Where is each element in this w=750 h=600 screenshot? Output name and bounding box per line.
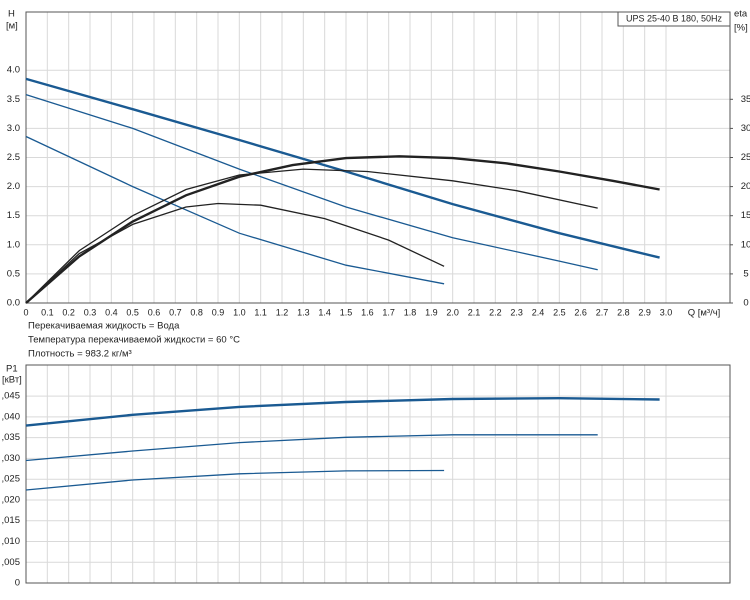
x-tick-label: 1.9 — [425, 307, 438, 317]
y-tick-label: ,040 — [2, 411, 21, 422]
annotation: Плотность = 983.2 кг/м³ — [28, 349, 132, 360]
x-tick-label: 2.5 — [553, 307, 566, 317]
y2-tick-label: 20 — [741, 181, 750, 192]
y2-tick-label: 30 — [741, 123, 750, 134]
y2-tick-label: 25 — [741, 152, 750, 163]
x-tick-label: 0.1 — [41, 307, 54, 317]
y-tick-label: ,020 — [2, 494, 21, 505]
x-tick-label: 1.4 — [318, 307, 331, 317]
x-tick-label: 0.4 — [105, 307, 118, 317]
series-line — [25, 93, 598, 271]
legend-box — [617, 11, 731, 27]
series-line — [25, 434, 598, 462]
y-tick-label: ,035 — [2, 432, 21, 443]
x-tick-label: 2.1 — [468, 307, 481, 317]
y-tick-label: 3.0 — [7, 123, 20, 134]
series-line — [25, 469, 445, 491]
y-tick-label: 4.0 — [7, 65, 20, 76]
x-label: Q [м³/ч] — [688, 308, 721, 319]
y2-tick-label: 5 — [743, 268, 748, 279]
chart-title: UPS 25-40 B 180, 50Hz — [626, 13, 723, 23]
plot-frame — [25, 364, 731, 584]
x-tick-label: 2.0 — [446, 307, 459, 317]
x-tick-label: 0 — [23, 307, 28, 317]
x-tick-label: 0.5 — [126, 307, 139, 317]
y-tick-label: 1.0 — [7, 239, 20, 250]
y-tick-label: ,015 — [2, 515, 21, 526]
x-tick-label: 2.4 — [532, 307, 545, 317]
x-tick-label: 0.3 — [84, 307, 97, 317]
x-tick-label: 3.0 — [660, 307, 673, 317]
x-tick-label: 1.3 — [297, 307, 310, 317]
y2-unit: [%] — [734, 23, 748, 34]
y2-tick-label: 35 — [741, 94, 750, 105]
y-tick-label: ,005 — [2, 557, 21, 568]
annotation: Перекачиваемая жидкость = Вода — [28, 321, 180, 332]
annotation: Температура перекачиваемой жидкости = 60… — [28, 335, 240, 346]
y-label: P1 — [6, 364, 18, 375]
x-tick-label: 2.7 — [596, 307, 609, 317]
y2-tick-label: 15 — [741, 210, 750, 221]
y-tick-label: ,025 — [2, 474, 21, 485]
y2-tick-label: 0 — [743, 298, 748, 309]
x-tick-label: 0.9 — [212, 307, 225, 317]
series-line — [25, 396, 660, 427]
x-tick-label: 0.6 — [148, 307, 161, 317]
y2-tick-label: 10 — [741, 239, 750, 250]
x-tick-label: 2.8 — [617, 307, 630, 317]
x-tick-label: 2.9 — [638, 307, 651, 317]
y2-label: eta — [734, 9, 748, 20]
x-tick-label: 2.2 — [489, 307, 502, 317]
x-tick-label: 1.0 — [233, 307, 246, 317]
y-tick-label: 0.5 — [7, 268, 20, 279]
y-tick-label: 3.5 — [7, 94, 20, 105]
plot-frame — [25, 11, 731, 304]
series-line — [25, 135, 445, 285]
x-tick-label: 1.6 — [361, 307, 374, 317]
x-tick-label: 0.7 — [169, 307, 182, 317]
series-line — [25, 202, 445, 304]
x-tick-label: 0.2 — [62, 307, 75, 317]
y-tick-label: 2.0 — [7, 181, 20, 192]
x-tick-label: 1.7 — [382, 307, 395, 317]
x-tick-label: 2.3 — [510, 307, 523, 317]
x-tick-label: 1.5 — [340, 307, 353, 317]
y-tick-label: ,010 — [2, 536, 21, 547]
x-tick-label: 1.1 — [254, 307, 267, 317]
series-line — [25, 77, 660, 259]
x-tick-label: 1.8 — [404, 307, 417, 317]
x-tick-label: 0.8 — [190, 307, 203, 317]
y-tick-label: ,045 — [2, 391, 21, 402]
y-unit: [м] — [6, 21, 18, 32]
y-label: H — [8, 9, 15, 20]
y-tick-label: ,030 — [2, 453, 21, 464]
y-unit: [кВт] — [2, 375, 22, 386]
y-tick-label: 0.0 — [7, 298, 20, 309]
x-tick-label: 2.6 — [574, 307, 587, 317]
series-line — [25, 168, 598, 304]
y-tick-label: 0 — [15, 578, 20, 589]
y-tick-label: 2.5 — [7, 152, 20, 163]
series-line — [25, 155, 660, 304]
y-tick-label: 1.5 — [7, 210, 20, 221]
x-tick-label: 1.2 — [276, 307, 289, 317]
